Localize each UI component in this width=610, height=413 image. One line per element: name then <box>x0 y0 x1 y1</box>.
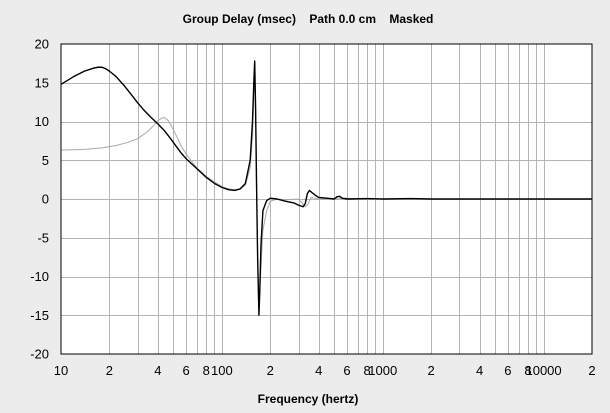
x-tick-label: 8 <box>203 363 210 378</box>
plot-frame <box>60 43 593 355</box>
x-tick-label: 6 <box>504 363 511 378</box>
y-tick-label: -15 <box>30 308 49 323</box>
horizontal-gridlines <box>61 83 592 316</box>
y-tick-label: -20 <box>30 347 49 362</box>
y-tick-label: 0 <box>42 192 49 207</box>
series-layer <box>60 60 592 316</box>
x-tick-label: 10 <box>54 363 68 378</box>
y-tick-label: 20 <box>35 37 49 52</box>
y-tick-label: 5 <box>42 153 49 168</box>
x-tick-label: 2 <box>588 363 595 378</box>
y-tick-label: 10 <box>35 114 49 129</box>
x-tick-label: 1000 <box>368 363 397 378</box>
x-tick-label: 6 <box>183 363 190 378</box>
x-tick-label: 8 <box>364 363 371 378</box>
y-tick-labels: 20 15 10 5 0 -5 -10 -15 -20 <box>30 37 49 362</box>
x-tick-label: 2 <box>106 363 113 378</box>
x-tick-label: 100 <box>211 363 233 378</box>
x-tick-label: 2 <box>428 363 435 378</box>
x-tick-label: 6 <box>343 363 350 378</box>
x-axis-label: Frequency (hertz) <box>257 392 359 406</box>
x-tick-label: 4 <box>315 363 322 378</box>
x-tick-label: 10000 <box>525 363 561 378</box>
x-tick-label: 4 <box>476 363 483 378</box>
x-tick-label: 4 <box>154 363 161 378</box>
y-tick-label: -5 <box>37 230 49 245</box>
y-tick-label: -10 <box>30 269 49 284</box>
vertical-gridlines <box>109 44 545 354</box>
x-tick-label: 8 <box>524 363 531 378</box>
x-tick-label: 2 <box>267 363 274 378</box>
chart-title: Group Delay (msec) Path 0.0 cm Masked <box>182 12 434 26</box>
series-line-main <box>60 60 592 316</box>
y-tick-label: 15 <box>35 75 49 90</box>
